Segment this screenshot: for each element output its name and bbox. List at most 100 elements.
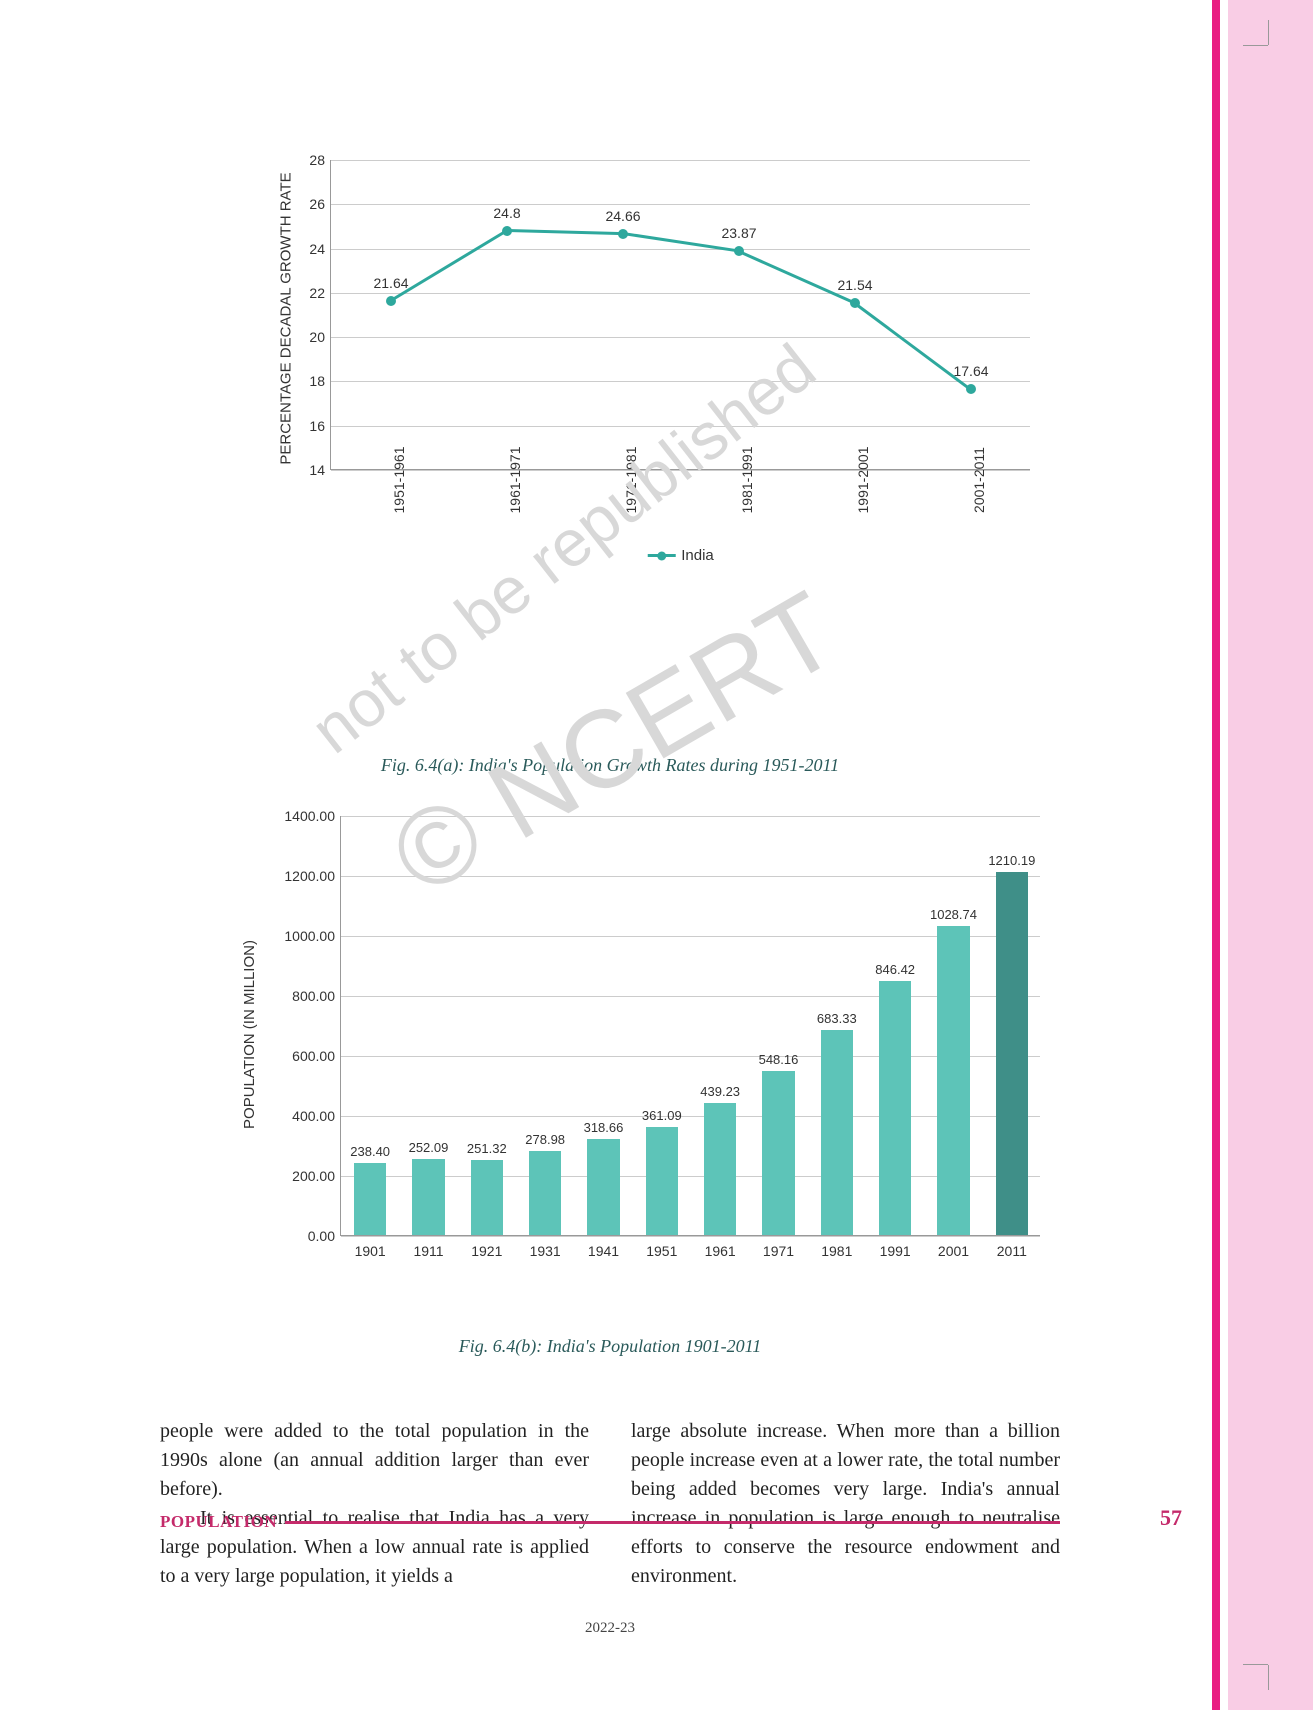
crop-mark-top-right	[1253, 30, 1283, 60]
ytick-label: 400.00	[292, 1108, 341, 1124]
ytick-label: 200.00	[292, 1168, 341, 1184]
xtick-label: 1941	[574, 1235, 632, 1259]
xtick-label: 1911	[399, 1235, 457, 1259]
bar-label: 251.32	[467, 1141, 507, 1160]
data-label: 24.66	[605, 208, 640, 224]
bar-label: 548.16	[759, 1052, 799, 1071]
data-point	[386, 296, 396, 306]
bar-chart-plot: 0.00200.00400.00600.00800.001000.001200.…	[340, 816, 1040, 1236]
legend-label: India	[681, 547, 714, 564]
ytick-label: 1200.00	[284, 868, 341, 884]
ytick-label: 22	[309, 285, 331, 301]
ytick-label: 28	[309, 152, 331, 168]
ytick-label: 14	[309, 462, 331, 478]
data-label: 21.64	[373, 275, 408, 291]
gridline	[331, 426, 1030, 427]
data-label: 21.54	[837, 277, 872, 293]
xtick-label: 1951	[633, 1235, 691, 1259]
gridline	[331, 381, 1030, 382]
body-text: people were added to the total populatio…	[160, 1417, 1060, 1591]
bar-label: 252.09	[409, 1140, 449, 1159]
gridline	[341, 1116, 1040, 1117]
ytick-label: 24	[309, 241, 331, 257]
pink-sidebar	[1228, 0, 1313, 1710]
bar: 252.09	[412, 1159, 444, 1235]
bar-label: 846.42	[875, 962, 915, 981]
gridline	[331, 293, 1030, 294]
ytick-label: 800.00	[292, 988, 341, 1004]
ytick-label: 16	[309, 418, 331, 434]
gridline	[341, 1056, 1040, 1057]
ytick-label: 18	[309, 373, 331, 389]
xtick-label: 1981-1991	[739, 447, 755, 514]
data-point	[618, 229, 628, 239]
gridline	[331, 160, 1030, 161]
xtick-label: 2001-2011	[971, 447, 987, 513]
bar: 278.98	[529, 1151, 561, 1235]
data-point	[850, 298, 860, 308]
bar-label: 1210.19	[988, 853, 1035, 872]
line-chart: PERCENTAGE DECADAL GROWTH RATE India 141…	[260, 160, 1080, 630]
xtick-label: 2001	[924, 1235, 982, 1259]
bar-label: 439.23	[700, 1084, 740, 1103]
bar-label: 318.66	[584, 1120, 624, 1139]
data-label: 23.87	[721, 225, 756, 241]
xtick-label: 1931	[516, 1235, 574, 1259]
data-point	[502, 226, 512, 236]
footer-title: POPULATION	[160, 1512, 277, 1532]
bar: 1210.19	[996, 872, 1028, 1235]
bar: 439.23	[704, 1103, 736, 1235]
gridline	[341, 1176, 1040, 1177]
bar-label: 361.09	[642, 1108, 682, 1127]
line-segment	[390, 230, 508, 303]
line-chart-caption: Fig. 6.4(a): India's Population Growth R…	[160, 755, 1060, 776]
page-footer: POPULATION	[160, 1512, 1060, 1532]
paragraph: people were added to the total populatio…	[160, 1417, 589, 1504]
bar: 318.66	[587, 1139, 619, 1235]
bar-label: 238.40	[350, 1144, 390, 1163]
page-content: PERCENTAGE DECADAL GROWTH RATE India 141…	[0, 0, 1220, 1591]
bar: 846.42	[879, 981, 911, 1235]
gridline	[341, 816, 1040, 817]
ytick-label: 1000.00	[284, 928, 341, 944]
bar-chart-ylabel: POPULATION (IN MILLION)	[241, 940, 258, 1129]
gridline	[341, 936, 1040, 937]
paragraph: large absolute increase. When more than …	[631, 1417, 1060, 1591]
crop-mark-bottom-right	[1253, 1650, 1283, 1680]
bar-label: 683.33	[817, 1011, 857, 1030]
data-point	[966, 384, 976, 394]
page-number: 57	[1160, 1505, 1182, 1531]
legend-marker	[647, 554, 675, 557]
text-column-right: large absolute increase. When more than …	[631, 1417, 1060, 1591]
bar: 1028.74	[937, 926, 969, 1235]
xtick-label: 1921	[458, 1235, 516, 1259]
data-label: 24.8	[493, 205, 520, 221]
data-label: 17.64	[953, 363, 988, 379]
data-point	[734, 246, 744, 256]
xtick-label: 1951-1961	[391, 447, 407, 514]
xtick-label: 1961-1971	[507, 447, 523, 514]
xtick-label: 1961	[691, 1235, 749, 1259]
gridline	[341, 876, 1040, 877]
line-chart-plot: India 14161820222426281951-19611961-1971…	[330, 160, 1030, 470]
line-chart-legend: India	[647, 547, 714, 564]
bar-chart-caption: Fig. 6.4(b): India's Population 1901-201…	[160, 1336, 1060, 1357]
bar-chart: POPULATION (IN MILLION) 0.00200.00400.00…	[240, 816, 1060, 1296]
xtick-label: 1971	[749, 1235, 807, 1259]
xtick-label: 1901	[341, 1235, 399, 1259]
ytick-label: 0.00	[308, 1228, 341, 1244]
xtick-label: 2011	[983, 1235, 1041, 1259]
ytick-label: 1400.00	[284, 808, 341, 824]
ytick-label: 20	[309, 329, 331, 345]
bar-label: 1028.74	[930, 907, 977, 926]
xtick-label: 1991-2001	[855, 447, 871, 514]
line-segment	[507, 229, 623, 235]
bar: 361.09	[646, 1127, 678, 1235]
ytick-label: 26	[309, 196, 331, 212]
bar: 548.16	[762, 1071, 794, 1235]
year-footer: 2022-23	[0, 1620, 1220, 1637]
bar: 683.33	[821, 1030, 853, 1235]
gridline	[341, 996, 1040, 997]
bar: 238.40	[354, 1163, 386, 1235]
gridline	[331, 337, 1030, 338]
